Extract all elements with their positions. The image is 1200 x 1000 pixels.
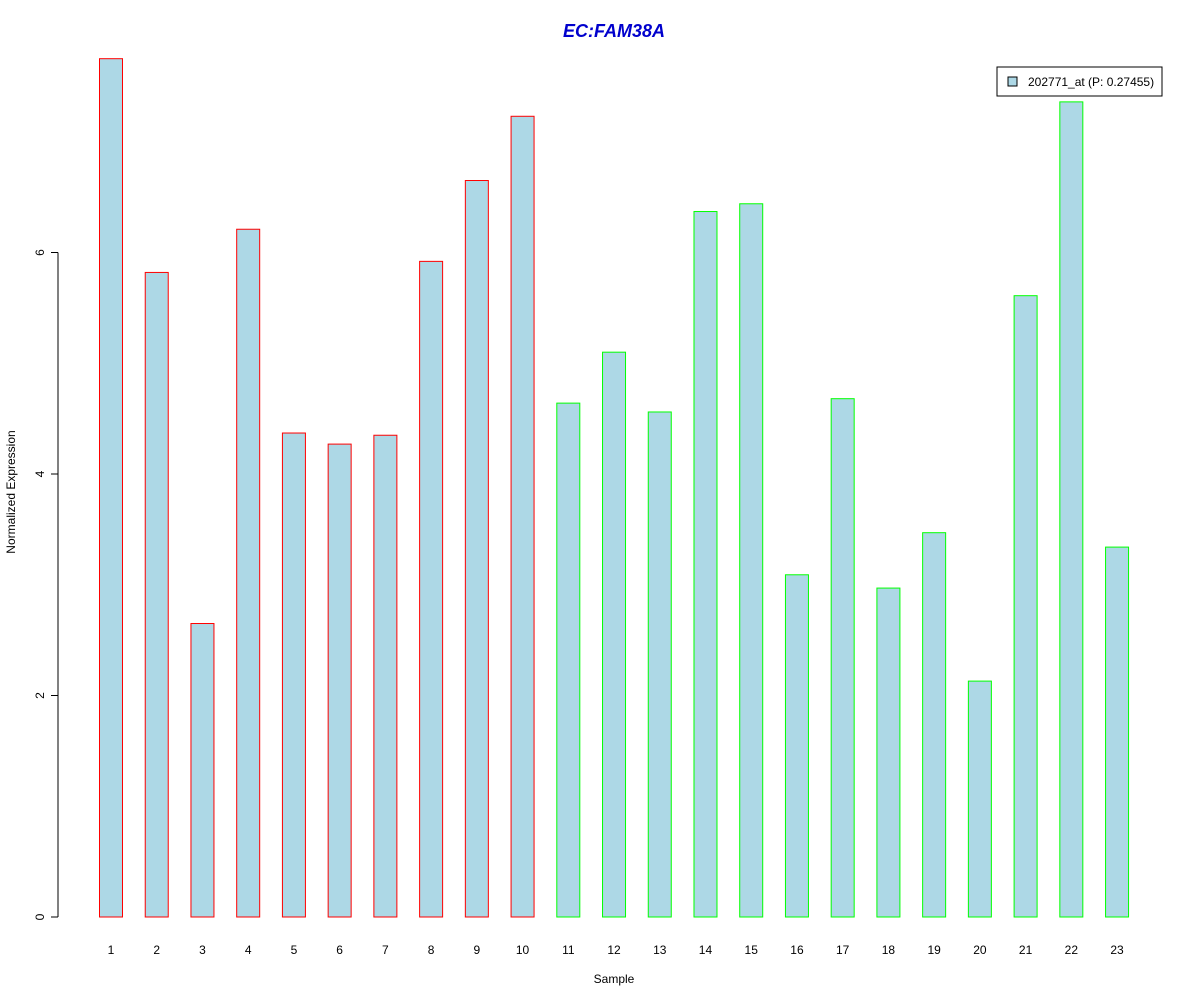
bar-sample-17	[830, 398, 855, 918]
bar-sample-5	[281, 432, 306, 918]
bar-sample-20	[967, 680, 992, 918]
legend-swatch	[1007, 76, 1018, 87]
bar-sample-22	[1059, 101, 1084, 918]
bar-sample-13	[647, 411, 672, 918]
bar-sample-18	[876, 587, 901, 918]
bar-sample-11	[556, 402, 581, 918]
y-axis-title: Normalized Expression	[4, 430, 18, 553]
legend-box	[996, 66, 1163, 97]
bar-sample-14	[693, 211, 718, 918]
x-tick-label: 13	[653, 943, 667, 957]
x-tick-label: 20	[973, 943, 987, 957]
chart-title: EC:FAM38A	[563, 21, 665, 41]
x-tick-label: 5	[291, 943, 298, 957]
x-tick-label: 2	[153, 943, 160, 957]
y-tick-label: 4	[33, 470, 47, 477]
bar-sample-16	[784, 574, 809, 918]
x-tick-label: 3	[199, 943, 206, 957]
legend-label: 202771_at (P: 0.27455)	[1028, 75, 1154, 89]
x-tick-labels: 1 2 3 4 5 6 7 8 9 10 11 12 13 14 15 16 17 18 19 20 21 22 23	[108, 943, 1124, 957]
x-tick-label: 18	[882, 943, 896, 957]
bar-sample-15	[739, 203, 764, 918]
x-tick-label: 8	[428, 943, 435, 957]
bar-sample-21	[1013, 295, 1038, 918]
bar-sample-12	[602, 351, 627, 918]
x-tick-label: 11	[562, 943, 575, 957]
x-tick-label: 6	[336, 943, 343, 957]
x-tick-label: 4	[245, 943, 252, 957]
x-tick-label: 16	[790, 943, 804, 957]
x-tick-label: 7	[382, 943, 389, 957]
bar-sample-10	[510, 115, 535, 918]
x-tick-label: 23	[1110, 943, 1124, 957]
y-tick-label: 0	[33, 913, 47, 920]
x-tick-label: 10	[516, 943, 530, 957]
x-tick-label: 14	[699, 943, 713, 957]
bar-sample-7	[373, 434, 398, 918]
bar-sample-4	[236, 228, 261, 918]
x-tick-label: 17	[836, 943, 850, 957]
x-tick-label: 21	[1019, 943, 1033, 957]
x-tick-label: 9	[473, 943, 480, 957]
x-tick-label: 15	[745, 943, 759, 957]
bar-sample-6	[327, 443, 352, 918]
bar-sample-3	[190, 623, 215, 918]
bar-sample-2	[144, 271, 169, 918]
bar-sample-9	[464, 180, 489, 918]
legend: 202771_at (P: 0.27455)	[996, 66, 1163, 97]
x-tick-label: 1	[108, 943, 115, 957]
x-axis-title: Sample	[594, 972, 635, 986]
x-tick-label: 22	[1065, 943, 1079, 957]
bar-sample-19	[922, 532, 947, 918]
y-axis: 0 2 4 6	[33, 249, 59, 920]
x-tick-label: 19	[927, 943, 941, 957]
y-tick-label: 6	[33, 249, 47, 256]
y-tick-label: 2	[33, 692, 47, 699]
bar-sample-23	[1105, 546, 1130, 918]
bar-sample-1	[99, 58, 123, 918]
x-tick-label: 12	[607, 943, 621, 957]
bar-sample-8	[419, 260, 444, 918]
bars	[99, 58, 1130, 918]
